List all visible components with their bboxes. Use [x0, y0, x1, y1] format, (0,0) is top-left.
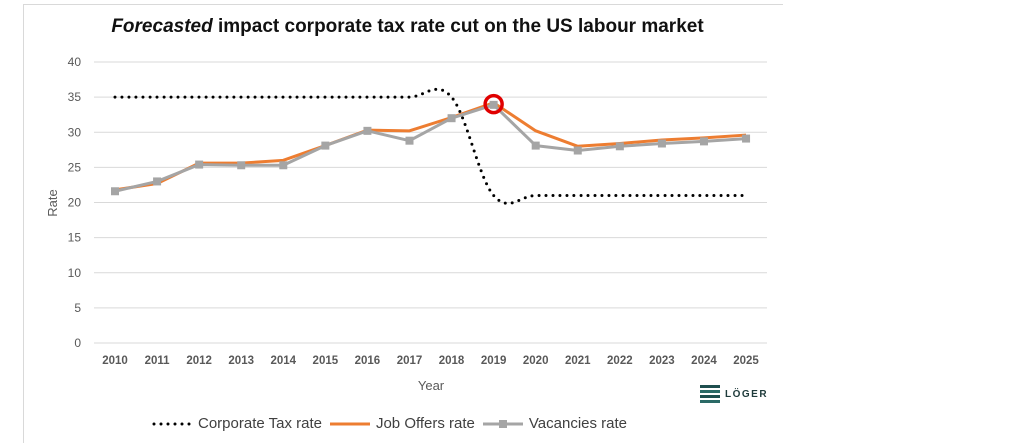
- logo-text: LÖGER: [725, 388, 769, 400]
- legend-swatch-gray: [482, 419, 523, 428]
- x-tick-label: 2019: [481, 355, 507, 367]
- vacancies-marker: [405, 136, 414, 145]
- series-line-vacancies: [114, 103, 747, 193]
- x-tick-label: 2022: [607, 355, 633, 367]
- x-tick-label: 2017: [397, 355, 423, 367]
- legend-item-job-offers[interactable]: Job Offers rate: [328, 415, 475, 432]
- x-tick-label: 2024: [691, 355, 717, 367]
- x-tick-label: 2013: [228, 355, 254, 367]
- vacancies-marker: [657, 139, 666, 148]
- y-tick-label: 20: [68, 196, 82, 210]
- x-tick-label: 2025: [733, 355, 759, 367]
- vacancies-marker: [153, 177, 162, 186]
- x-tick-label: 2020: [523, 355, 549, 367]
- x-tick-label: 2011: [145, 355, 171, 367]
- vacancies-marker: [573, 146, 582, 155]
- series-line-job-offers: [114, 101, 747, 192]
- legend-swatch-orange: [329, 422, 370, 425]
- legend-label: Corporate Tax rate: [198, 415, 322, 432]
- y-tick-label: 35: [68, 90, 82, 104]
- logo-stripes-icon: [700, 385, 720, 403]
- chart-title-italic: Forecasted: [111, 16, 213, 37]
- legend-swatch-dotted: [152, 422, 194, 425]
- legend: Corporate Tax rate Job Offers rate Vacan…: [150, 415, 633, 432]
- vacancies-marker: [615, 142, 624, 151]
- x-tick-label: 2014: [270, 355, 296, 367]
- chart-frame: [23, 4, 783, 443]
- vacancies-marker: [237, 161, 246, 170]
- y-tick-label: 0: [74, 336, 81, 350]
- y-tick-label: 30: [68, 125, 82, 139]
- y-tick-label: 5: [74, 301, 81, 315]
- vacancies-marker: [111, 187, 119, 196]
- y-axis-title: Rate: [45, 189, 60, 216]
- vacancies-marker: [363, 126, 372, 135]
- vacancies-marker: [447, 114, 456, 123]
- vacancies-marker: [321, 141, 330, 150]
- chart-title-rest: impact corporate tax rate cut on the US …: [212, 16, 704, 37]
- vacancies-marker: [699, 137, 708, 146]
- highlight-circle: [483, 93, 504, 115]
- vacancies-marker: [531, 141, 540, 150]
- y-tick-label: 15: [68, 231, 82, 245]
- series-line-corporate-tax: [113, 87, 748, 205]
- x-tick-label: 2015: [313, 355, 339, 367]
- chart-title: Forecasted impact corporate tax rate cut…: [0, 16, 815, 38]
- legend-item-corporate-tax[interactable]: Corporate Tax rate: [150, 415, 322, 432]
- vacancies-marker: [279, 161, 288, 170]
- x-tick-label: 2021: [565, 355, 591, 367]
- legend-label: Job Offers rate: [375, 415, 475, 432]
- x-tick-label: 2012: [186, 355, 212, 367]
- x-tick-labels: 2010 2011 2012 2013 2014 2015 2016 2017 2018 2019…: [102, 355, 759, 367]
- y-tick-labels: 0 5 10 15 20 25 30 35 40: [68, 55, 82, 350]
- y-tick-label: 40: [68, 55, 82, 69]
- vacancies-marker: [489, 100, 498, 109]
- vacancies-marker: [195, 160, 204, 169]
- x-tick-label: 2010: [102, 355, 128, 367]
- gridlines: [94, 61, 767, 344]
- y-tick-label: 25: [68, 160, 82, 174]
- legend-item-vacancies[interactable]: Vacancies rate: [481, 415, 627, 432]
- x-axis-title: Year: [418, 378, 445, 393]
- annotations: [483, 93, 504, 115]
- y-tick-label: 10: [68, 266, 82, 280]
- x-tick-label: 2023: [649, 355, 675, 367]
- x-tick-label: 2018: [439, 355, 465, 367]
- legend-label: Vacancies rate: [528, 415, 628, 432]
- loger-logo: LÖGER: [700, 384, 768, 404]
- vacancies-marker: [742, 134, 751, 143]
- series-group: [111, 87, 751, 205]
- x-tick-label: 2016: [355, 355, 381, 367]
